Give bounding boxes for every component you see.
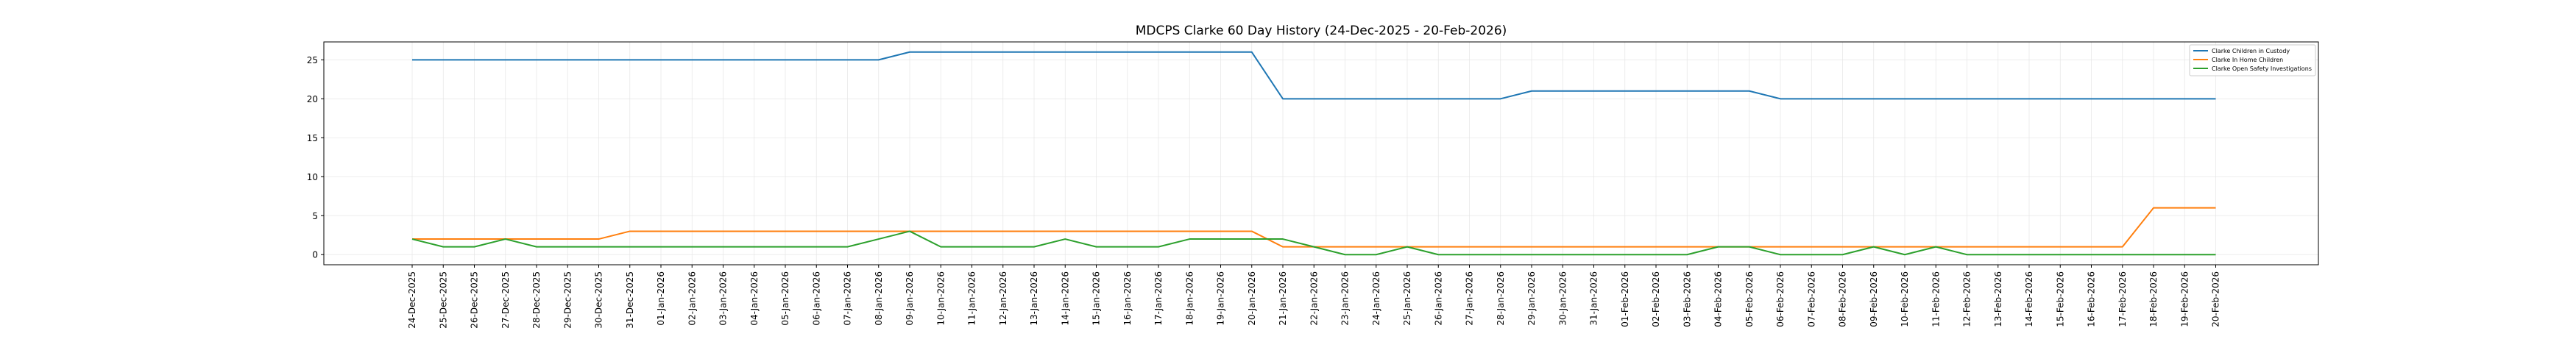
y-tick-label: 25 — [307, 55, 318, 65]
x-tick-label: 16-Feb-2026 — [2087, 271, 2097, 327]
grid-lines — [324, 42, 2318, 265]
x-tick-label: 19-Feb-2026 — [2179, 271, 2190, 327]
x-tick-label: 14-Jan-2026 — [1060, 271, 1070, 326]
x-tick-label: 09-Feb-2026 — [1869, 271, 1879, 327]
x-tick-label: 06-Feb-2026 — [1775, 271, 1786, 327]
x-tick-label: 28-Jan-2026 — [1496, 271, 1506, 326]
x-tick-label: 03-Feb-2026 — [1682, 271, 1692, 327]
x-tick-label: 29-Jan-2026 — [1526, 271, 1537, 326]
x-tick-label: 10-Jan-2026 — [935, 271, 946, 326]
x-tick-label: 18-Jan-2026 — [1184, 271, 1195, 326]
x-axis: 24-Dec-2025 25-Dec-2025 26-Dec-2025 27-Dec-… — [407, 265, 2221, 329]
x-tick-label: 06-Jan-2026 — [811, 271, 821, 326]
x-tick-label: 02-Jan-2026 — [687, 271, 697, 326]
x-tick-label: 23-Jan-2026 — [1340, 271, 1351, 326]
x-tick-label: 24-Dec-2025 — [407, 271, 417, 329]
x-tick-label: 15-Feb-2026 — [2055, 271, 2065, 327]
plot-area-frame — [323, 41, 2319, 265]
chart-title: MDCPS Clarke 60 Day History (24-Dec-2025… — [1136, 24, 1507, 38]
legend: Clarke Children in Custody Clarke In Home… — [2189, 44, 2316, 76]
x-tick-label: 05-Jan-2026 — [780, 271, 790, 326]
series-line — [412, 51, 2216, 100]
legend-box — [2189, 44, 2316, 76]
y-tick-label: 5 — [312, 211, 318, 221]
x-tick-label: 08-Feb-2026 — [1838, 271, 1848, 327]
x-tick-label: 03-Jan-2026 — [718, 271, 729, 326]
x-tick-label: 07-Feb-2026 — [1806, 271, 1816, 327]
x-tick-label: 12-Jan-2026 — [998, 271, 1008, 326]
x-tick-label: 01-Feb-2026 — [1620, 271, 1630, 327]
x-tick-label: 14-Feb-2026 — [2024, 271, 2034, 327]
series-lines — [411, 51, 2216, 256]
x-tick-label: 04-Feb-2026 — [1713, 271, 1724, 327]
x-tick-label: 11-Feb-2026 — [1931, 271, 1941, 327]
x-tick-label: 16-Jan-2026 — [1122, 271, 1133, 326]
y-tick-label: 0 — [312, 250, 318, 260]
x-tick-label: 28-Dec-2025 — [531, 271, 542, 329]
x-tick-label: 08-Jan-2026 — [874, 271, 884, 326]
x-tick-label: 31-Dec-2025 — [625, 271, 635, 329]
x-tick-label: 18-Feb-2026 — [2148, 271, 2159, 327]
x-tick-label: 10-Feb-2026 — [1900, 271, 1910, 327]
x-tick-label: 09-Jan-2026 — [905, 271, 915, 326]
x-tick-label: 26-Dec-2025 — [470, 271, 480, 329]
x-tick-label: 12-Feb-2026 — [1962, 271, 1972, 327]
x-tick-label: 19-Jan-2026 — [1216, 271, 1226, 326]
legend-label: Clarke Children in Custody — [2212, 48, 2290, 54]
x-tick-label: 20-Jan-2026 — [1247, 271, 1257, 326]
series-line — [411, 230, 2216, 256]
x-tick-label: 15-Jan-2026 — [1091, 271, 1102, 326]
x-tick-label: 05-Feb-2026 — [1744, 271, 1755, 327]
x-tick-label: 13-Jan-2026 — [1029, 271, 1039, 326]
x-tick-label: 17-Jan-2026 — [1153, 271, 1164, 326]
x-tick-label: 27-Jan-2026 — [1465, 271, 1475, 326]
legend-label: Clarke Open Safety Investigations — [2212, 65, 2312, 72]
x-tick-label: 25-Dec-2025 — [438, 271, 448, 329]
x-tick-label: 13-Feb-2026 — [1993, 271, 2003, 327]
y-tick-label: 20 — [307, 94, 318, 104]
x-tick-label: 27-Dec-2025 — [500, 271, 511, 329]
legend-label: Clarke In Home Children — [2212, 57, 2283, 63]
y-axis: 0 5 10 15 20 25 — [307, 55, 324, 260]
y-tick-label: 10 — [307, 172, 318, 182]
x-tick-label: 01-Jan-2026 — [656, 271, 666, 326]
x-tick-label: 30-Dec-2025 — [594, 271, 604, 329]
x-tick-label: 26-Jan-2026 — [1433, 271, 1443, 326]
x-tick-label: 24-Jan-2026 — [1371, 271, 1381, 326]
y-tick-label: 15 — [307, 133, 318, 143]
x-tick-label: 17-Feb-2026 — [2117, 271, 2128, 327]
x-tick-label: 29-Dec-2025 — [562, 271, 573, 329]
x-tick-label: 30-Jan-2026 — [1557, 271, 1568, 326]
x-tick-label: 25-Jan-2026 — [1402, 271, 1412, 326]
x-tick-label: 11-Jan-2026 — [967, 271, 977, 326]
x-tick-label: 04-Jan-2026 — [749, 271, 760, 326]
x-tick-label: 22-Jan-2026 — [1309, 271, 1319, 326]
x-tick-label: 02-Feb-2026 — [1651, 271, 1661, 327]
x-tick-label: 07-Jan-2026 — [843, 271, 853, 326]
x-tick-label: 20-Feb-2026 — [2211, 271, 2221, 327]
x-tick-label: 21-Jan-2026 — [1278, 271, 1288, 326]
x-tick-label: 31-Jan-2026 — [1589, 271, 1599, 326]
